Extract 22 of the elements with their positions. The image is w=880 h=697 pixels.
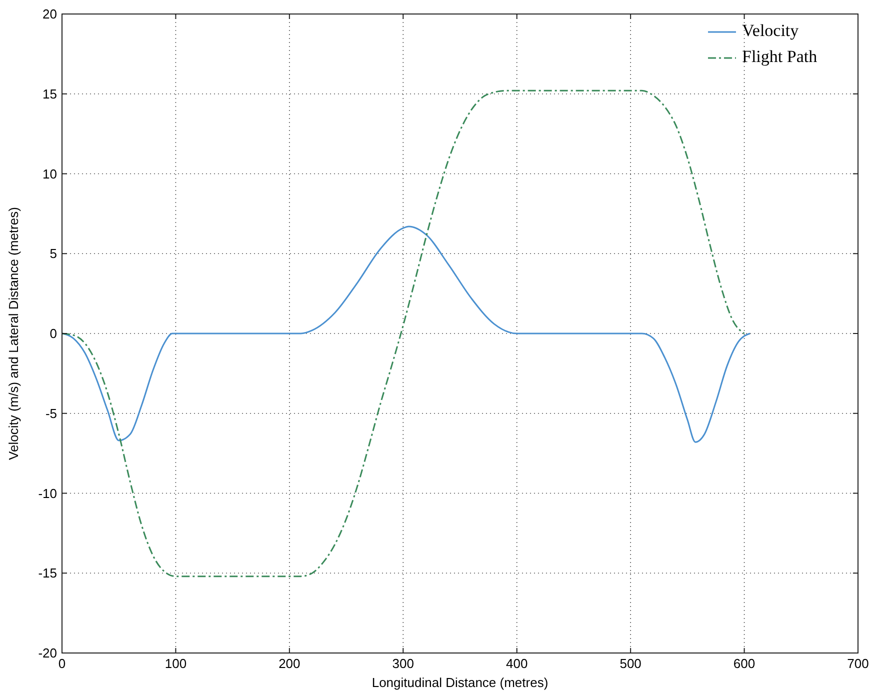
- y-tick-label: 15: [42, 86, 57, 102]
- y-tick-label: 5: [50, 246, 57, 262]
- x-tick-label: 500: [620, 656, 642, 671]
- y-tick-label: 0: [50, 326, 57, 341]
- x-tick-label: 600: [733, 656, 756, 671]
- line-series: [61, 226, 751, 443]
- x-tick-label: 200: [278, 656, 300, 671]
- y-tick-label: 10: [42, 166, 57, 182]
- legend-label: Velocity: [742, 21, 800, 40]
- y-tick-label: -10: [38, 486, 57, 501]
- y-axis-title: Velocity (m/s) and Lateral Distance (metres): [6, 207, 21, 460]
- y-tick-label: 20: [42, 6, 57, 22]
- x-tick-label: 700: [847, 656, 869, 671]
- line-series: [61, 90, 746, 578]
- legend-label: Flight Path: [742, 47, 818, 66]
- y-tick-label: -20: [38, 646, 57, 660]
- x-tick-label: 100: [164, 656, 187, 671]
- x-tick-label: 300: [392, 656, 414, 671]
- y-tick-label: -15: [38, 566, 57, 581]
- x-tick-label: 400: [506, 656, 528, 671]
- x-axis-title: Longitudinal Distance (metres): [372, 675, 548, 690]
- y-tick-label: -5: [45, 406, 57, 421]
